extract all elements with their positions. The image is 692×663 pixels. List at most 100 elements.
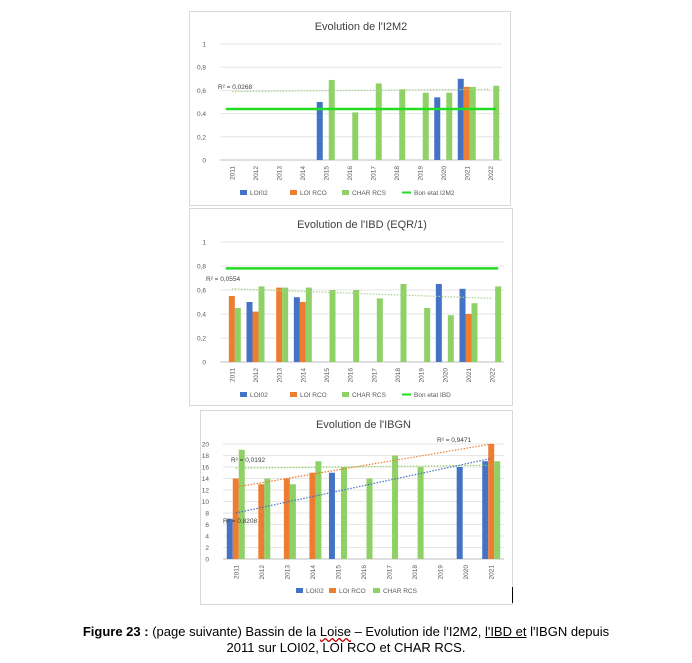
caption-text-3: l'IBGN depuis — [526, 624, 610, 639]
x-tick-label: 2016 — [347, 166, 354, 181]
caption-line-2: 2011 sur LOI02, LOI RCO et CHAR RCS. — [226, 640, 466, 655]
x-tick-label: 2014 — [300, 166, 307, 181]
bar-char-rcs — [417, 467, 424, 559]
bar-loi02 — [456, 467, 463, 559]
legend-swatch — [296, 588, 303, 593]
trendline — [235, 464, 492, 469]
caption-loise: Loise — [319, 624, 351, 639]
x-tick-label: 2021 — [466, 368, 473, 383]
x-tick-label: 2022 — [488, 166, 495, 181]
x-tick-label: 2014 — [300, 368, 307, 383]
y-tick-label: 0,2 — [197, 134, 206, 141]
y-tick-label: 20 — [202, 442, 210, 449]
bar-char-rcs — [329, 290, 336, 362]
trendline — [231, 288, 493, 299]
r-squared-label: R² = 0,0268 — [218, 84, 253, 91]
bar-loi-rco — [276, 287, 283, 362]
caption-text-2: – Evolution ide l'I2M2, — [350, 624, 485, 639]
bar-char-rcs — [494, 461, 501, 559]
bar-char-rcs — [315, 461, 322, 559]
bar-char-rcs — [264, 478, 271, 559]
bar-loi02 — [459, 288, 466, 362]
bar-char-rcs — [399, 89, 406, 160]
legend-label: LOI RCO — [300, 392, 327, 399]
bar-loi-rco — [252, 311, 259, 362]
bar-char-rcs — [495, 286, 502, 362]
x-tick-label: 2013 — [277, 368, 284, 383]
bar-char-rcs — [471, 303, 478, 362]
x-tick-label: 2013 — [276, 166, 283, 181]
y-tick-label: 0,6 — [197, 288, 206, 295]
x-tick-label: 2019 — [419, 368, 426, 383]
bar-loi02 — [316, 102, 323, 160]
legend-swatch — [290, 392, 297, 397]
chart-title: Evolution de l'IBD (EQR/1) — [297, 219, 427, 231]
y-tick-label: 10 — [202, 499, 210, 506]
y-tick-label: 0 — [202, 158, 206, 165]
x-tick-label: 2015 — [323, 166, 330, 181]
bar-loi-rco — [463, 86, 470, 160]
x-tick-label: 2019 — [438, 565, 445, 580]
ibgn-chart-panel: Evolution de l'IBGN 0 2 4 6 8 10 12 14 16 18 20 2011… — [200, 410, 513, 605]
legend-label: LOI02 — [306, 588, 324, 595]
bar-loi02 — [434, 97, 441, 160]
legend-label: LOI RCO — [300, 190, 327, 197]
legend-label: LOI02 — [250, 190, 268, 197]
x-tick-label: 2015 — [335, 565, 342, 580]
x-tick-label: 2022 — [490, 368, 497, 383]
legend-swatch — [329, 588, 336, 593]
x-tick-label: 2017 — [370, 166, 377, 181]
bar-char-rcs — [352, 112, 359, 160]
chart-title: Evolution de l'I2M2 — [315, 21, 408, 33]
x-tick-label: 2015 — [324, 368, 331, 383]
bar-char-rcs — [446, 92, 453, 160]
y-tick-label: 0 — [202, 360, 206, 367]
y-tick-label: 0,6 — [197, 88, 206, 95]
legend-label: Bon etat I2M2 — [414, 190, 455, 197]
bar-loi-rco — [465, 314, 472, 362]
bar-char-rcs — [289, 484, 296, 559]
y-tick-label: 4 — [205, 534, 209, 541]
y-tick-label: 0,8 — [197, 65, 206, 72]
bar-loi02 — [226, 518, 233, 559]
x-tick-label: 2011 — [233, 565, 240, 579]
y-tick-label: 14 — [202, 476, 210, 483]
bar-char-rcs — [447, 315, 454, 362]
x-tick-label: 2017 — [371, 368, 378, 383]
legend-swatch — [342, 392, 349, 397]
r-squared-label: R² = 0,0192 — [231, 457, 266, 464]
y-tick-label: 6 — [205, 522, 209, 529]
y-tick-label: 0,8 — [197, 264, 206, 271]
ibd-chart: Evolution de l'IBD (EQR/1) 0 0,2 0,4 0,6 0,8 1… — [197, 219, 504, 399]
x-tick-label: 2016 — [361, 565, 368, 580]
caption-label: Figure 23 : — [82, 624, 149, 639]
legend-label: CHAR RCS — [352, 190, 387, 197]
x-tick-label: 2017 — [387, 565, 394, 580]
bar-loi-rco — [232, 478, 239, 559]
bar-char-rcs — [400, 284, 407, 362]
y-tick-label: 16 — [202, 465, 210, 472]
x-tick-label: 2011 — [229, 368, 236, 382]
legend-swatch — [240, 190, 247, 195]
chart-title: Evolution de l'IBGN — [316, 419, 411, 431]
x-tick-label: 2011 — [229, 166, 236, 180]
bar-char-rcs — [305, 287, 312, 362]
bar-char-rcs — [238, 449, 245, 559]
y-tick-label: 0,2 — [197, 336, 206, 343]
bar-char-rcs — [392, 455, 399, 559]
bar-loi-rco — [488, 444, 495, 559]
caption-ibd: l'IBD et — [484, 624, 527, 639]
bar-char-rcs — [340, 467, 347, 559]
bar-loi02 — [457, 78, 464, 160]
x-tick-label: 2012 — [253, 368, 260, 383]
x-tick-label: 2012 — [253, 166, 260, 181]
legend-swatch — [240, 392, 247, 397]
legend-label: LOI02 — [250, 392, 268, 399]
legend-label: Bon etat IBD — [414, 392, 451, 399]
bar-loi02 — [435, 284, 442, 362]
bar-loi-rco — [283, 478, 290, 559]
trendline — [235, 443, 492, 488]
caption-text-1: (page suivante) Bassin de la — [148, 624, 320, 639]
y-tick-label: 0,4 — [197, 111, 206, 118]
legend-swatch — [342, 190, 349, 195]
